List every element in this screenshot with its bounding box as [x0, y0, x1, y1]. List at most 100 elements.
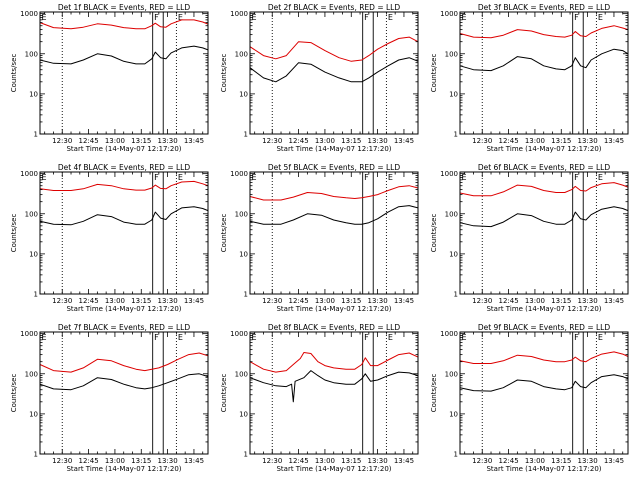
chart-title: Det 8f BLACK = Events, RED = LLD: [268, 323, 401, 332]
marker-label: E: [252, 173, 257, 182]
x-tick-label: 12:30: [472, 297, 492, 305]
x-tick-label: 12:30: [472, 137, 492, 145]
x-tick-label: 13:15: [131, 297, 151, 305]
x-axis-label: Start Time (14-May-07 12:17:20): [66, 305, 181, 313]
x-axis-label: Start Time (14-May-07 12:17:20): [486, 305, 601, 313]
marker-label: F: [364, 13, 369, 22]
y-axis-label: Counts/sec: [430, 374, 438, 413]
y-tick-label: 1: [34, 131, 38, 139]
x-tick-label: 12:30: [472, 457, 492, 465]
series-events-line: [39, 373, 209, 391]
x-tick-label: 12:30: [262, 137, 282, 145]
y-axis-label: Counts/sec: [430, 214, 438, 253]
marker-label: E: [42, 333, 47, 342]
y-tick-label: 1000: [230, 330, 248, 338]
marker-label: E: [388, 173, 393, 182]
y-axis-label: Counts/sec: [10, 54, 18, 93]
y-tick-label: 100: [235, 50, 248, 58]
series-lld-line: [249, 36, 419, 62]
x-tick-label: 12:45: [288, 297, 308, 305]
x-tick-label: 13:00: [525, 137, 545, 145]
marker-label: E: [252, 13, 257, 22]
x-tick-label: 13:30: [368, 297, 388, 305]
marker-label: E: [178, 173, 183, 182]
x-tick-label: 12:45: [288, 457, 308, 465]
y-tick-label: 10: [239, 250, 248, 258]
x-tick-label: 12:30: [262, 297, 282, 305]
y-tick-label: 1000: [20, 330, 38, 338]
y-tick-label: 1000: [230, 10, 248, 18]
x-axis-label: Start Time (14-May-07 12:17:20): [66, 465, 181, 473]
marker-label: F: [154, 173, 159, 182]
x-tick-label: 13:30: [368, 137, 388, 145]
plot-frame: [249, 171, 419, 295]
chart-title: Det 3f BLACK = Events, RED = LLD: [478, 3, 611, 12]
x-tick-label: 13:15: [131, 457, 151, 465]
x-tick-label: 13:00: [525, 297, 545, 305]
y-tick-label: 1: [244, 451, 248, 459]
x-tick-label: 13:45: [184, 457, 204, 465]
x-tick-label: 13:45: [394, 137, 414, 145]
y-tick-label: 100: [235, 210, 248, 218]
y-tick-label: 100: [445, 50, 458, 58]
x-tick-label: 12:30: [52, 137, 72, 145]
y-tick-label: 10: [29, 250, 38, 258]
series-events-line: [39, 45, 209, 65]
chart-title: Det 4f BLACK = Events, RED = LLD: [58, 163, 191, 172]
x-axis-label: Start Time (14-May-07 12:17:20): [276, 305, 391, 313]
series-events-line: [459, 48, 629, 72]
x-tick-label: 13:45: [184, 137, 204, 145]
y-tick-label: 1: [34, 291, 38, 299]
x-tick-label: 13:15: [341, 457, 361, 465]
chart-title: Det 9f BLACK = Events, RED = LLD: [478, 323, 611, 332]
y-tick-label: 10: [29, 410, 38, 418]
y-axis-label: Counts/sec: [430, 54, 438, 93]
y-tick-label: 10: [239, 90, 248, 98]
marker-label: E: [598, 333, 603, 342]
y-tick-label: 100: [25, 210, 38, 218]
x-tick-label: 13:15: [551, 137, 571, 145]
marker-label: F: [574, 13, 579, 22]
x-tick-label: 13:15: [341, 297, 361, 305]
marker-label: E: [388, 13, 393, 22]
y-axis-label: Counts/sec: [220, 374, 228, 413]
series-events-line: [39, 206, 209, 226]
y-tick-label: 1: [454, 131, 458, 139]
marker-label: F: [574, 173, 579, 182]
plot-frame: [249, 331, 419, 455]
plot-frame: [459, 11, 629, 135]
marker-label: F: [574, 333, 579, 342]
x-tick-label: 13:30: [578, 457, 598, 465]
x-tick-label: 12:30: [262, 457, 282, 465]
x-axis-label: Start Time (14-May-07 12:17:20): [276, 465, 391, 473]
y-tick-label: 1: [454, 451, 458, 459]
x-tick-label: 13:45: [604, 137, 624, 145]
marker-label: E: [42, 173, 47, 182]
y-tick-label: 10: [29, 90, 38, 98]
plot-frame: [459, 331, 629, 455]
marker-label: E: [388, 333, 393, 342]
series-events-line: [459, 374, 629, 392]
x-tick-label: 13:45: [604, 457, 624, 465]
x-tick-label: 13:30: [368, 457, 388, 465]
series-lld-line: [459, 351, 629, 364]
x-tick-label: 12:45: [288, 137, 308, 145]
chart-title: Det 1f BLACK = Events, RED = LLD: [58, 3, 191, 12]
x-tick-label: 13:00: [315, 457, 335, 465]
x-tick-label: 13:15: [551, 457, 571, 465]
marker-label: F: [364, 333, 369, 342]
series-lld-line: [249, 352, 419, 373]
x-axis-label: Start Time (14-May-07 12:17:20): [486, 145, 601, 153]
marker-label: F: [154, 13, 159, 22]
x-tick-label: 13:45: [394, 297, 414, 305]
x-tick-label: 13:00: [315, 297, 335, 305]
y-axis-label: Counts/sec: [220, 54, 228, 93]
series-events-line: [249, 205, 419, 225]
marker-label: E: [462, 333, 467, 342]
x-tick-label: 12:45: [498, 137, 518, 145]
